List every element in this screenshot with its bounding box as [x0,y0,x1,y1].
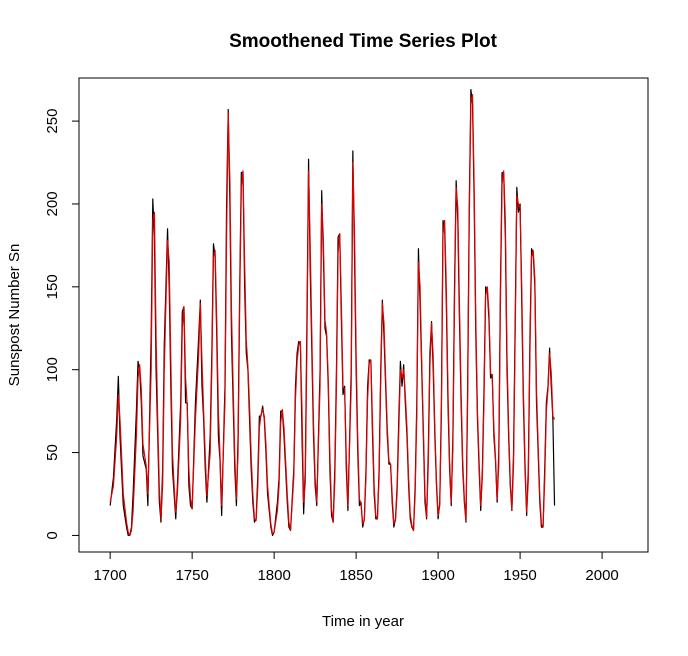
y-tick-label: 150 [44,274,61,299]
x-tick-label: 2000 [585,567,618,584]
y-tick-label: 100 [44,357,61,382]
y-tick-label: 50 [44,444,61,461]
x-tick-label: 1850 [339,567,372,584]
chart-title: Smoothened Time Series Plot [229,31,498,52]
y-tick-label: 0 [44,531,61,539]
x-tick-label: 1800 [257,567,290,584]
x-tick-label: 1900 [421,567,454,584]
x-tick-label: 1950 [503,567,536,584]
y-tick-label: 250 [44,109,61,134]
y-axis-label: Sunspost Number Sn [6,244,23,387]
y-tick-label: 200 [44,191,61,216]
plot-frame [78,77,649,553]
x-axis-label: Time in year [322,613,404,630]
x-tick-label: 1700 [93,567,126,584]
series-line-2 [109,93,556,537]
y-axis: 0 50 100 150 200 250 [44,109,80,540]
series-line-1 [109,89,556,537]
x-axis: 1700 1750 1800 1850 1900 1950 2000 [93,551,619,584]
x-tick-label: 1750 [175,567,208,584]
series-layer [109,89,556,537]
